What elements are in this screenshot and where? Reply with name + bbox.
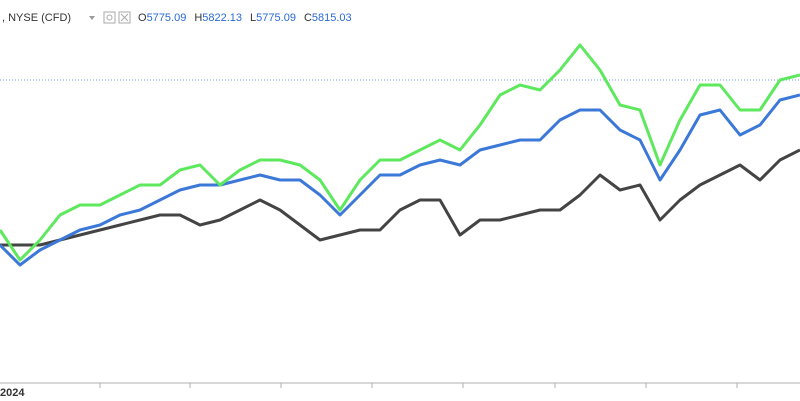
ohlc-value: 5822.13 <box>202 12 242 24</box>
ohlc-value: 5775.09 <box>256 12 296 24</box>
ohlc-label: O <box>138 12 147 24</box>
ohlc-label: L <box>250 12 256 24</box>
ohlc-value: 5775.09 <box>147 12 187 24</box>
x-ticks <box>99 383 738 388</box>
settings-icon[interactable] <box>103 11 116 24</box>
close-icon[interactable] <box>118 11 131 24</box>
series-line <box>0 43 800 262</box>
dropdown-arrow[interactable] <box>89 16 95 20</box>
settings-icon-dot <box>106 14 113 21</box>
series-line <box>0 148 800 247</box>
ohlc-label: H <box>194 12 202 24</box>
ohlc-label: C <box>304 12 312 24</box>
x-tick-label: 2024 <box>0 387 25 399</box>
ohlc-value: 5815.03 <box>312 12 352 24</box>
header: , NYSE (CFD) O5775.09 H5822.13 L5775.09 C58… <box>2 11 352 24</box>
symbol: , NYSE (CFD) <box>2 12 71 24</box>
series-line <box>0 93 800 267</box>
close-icon-x <box>120 13 129 22</box>
ohlc: O5775.09 H5822.13 L5775.09 C5815.03 <box>138 12 352 24</box>
